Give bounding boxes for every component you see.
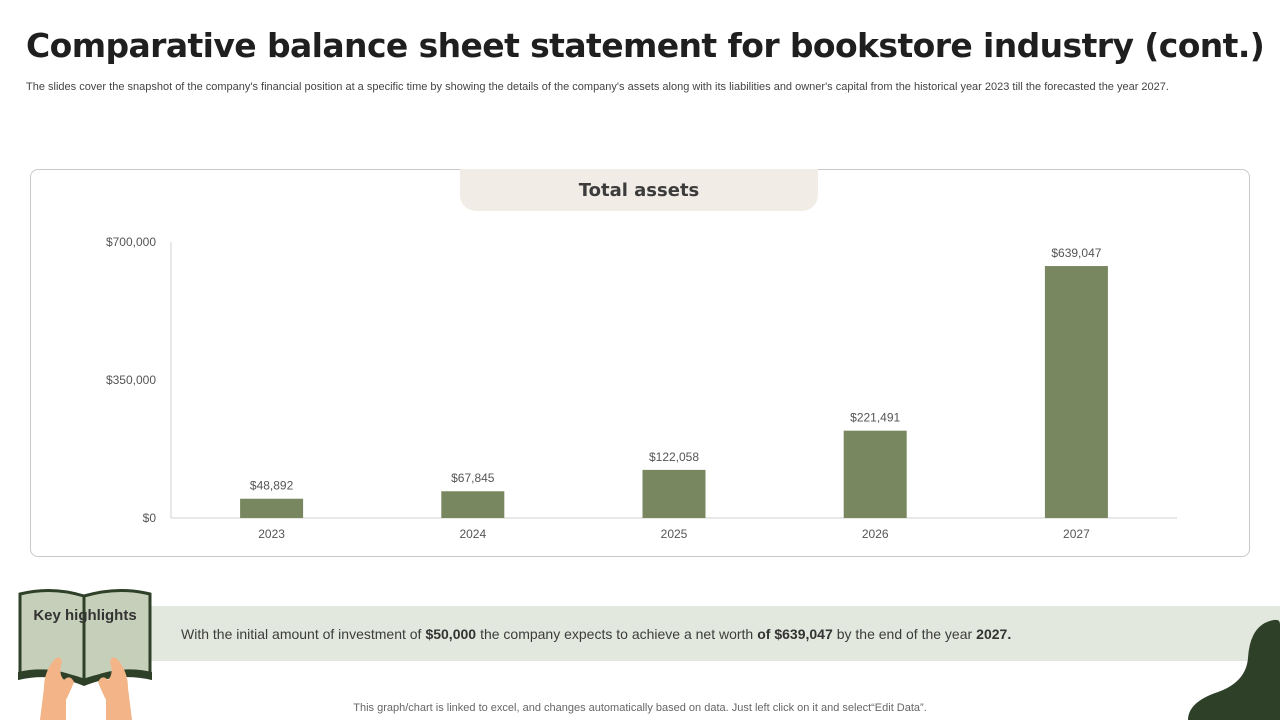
bar-2024[interactable] xyxy=(441,491,505,518)
page-title: Comparative balance sheet statement for … xyxy=(26,26,1265,65)
footer-note: This graph/chart is linked to excel, and… xyxy=(353,702,927,714)
data-label: $221,491 xyxy=(850,411,900,425)
y-tick-label: $0 xyxy=(143,511,157,525)
bar-2026[interactable] xyxy=(843,430,907,518)
y-tick-label: $350,000 xyxy=(106,373,156,387)
highlight-text-3: by the end of the year xyxy=(836,625,973,642)
key-highlights-label: Key highlights xyxy=(33,607,137,624)
page-subtitle: The slides cover the snapshot of the com… xyxy=(26,81,1169,93)
data-label: $122,058 xyxy=(649,450,699,464)
highlight-year: 2027. xyxy=(976,625,1012,642)
bar-2023[interactable] xyxy=(240,498,304,518)
data-label: $67,845 xyxy=(451,471,495,485)
highlight-band xyxy=(150,606,1280,661)
bar-2025[interactable] xyxy=(642,469,706,518)
data-label: $639,047 xyxy=(1051,246,1101,260)
x-tick-label: 2024 xyxy=(459,527,486,541)
key-highlight-text: With the initial amount of investment of… xyxy=(181,606,1015,661)
x-tick-label: 2023 xyxy=(258,527,285,541)
data-label: $48,892 xyxy=(250,479,294,493)
highlight-text-1: With the initial amount of investment of xyxy=(181,625,422,642)
highlight-text-2: the company expects to achieve a net wor… xyxy=(480,625,754,642)
x-tick-label: 2026 xyxy=(862,527,889,541)
x-tick-label: 2025 xyxy=(661,527,688,541)
x-tick-label: 2027 xyxy=(1063,527,1090,541)
highlight-amount-networth: of $639,047 xyxy=(757,625,833,642)
bar-2027[interactable] xyxy=(1044,266,1108,518)
book-hands-illustration xyxy=(14,588,158,720)
chart-title: Total assets xyxy=(460,169,818,211)
decorative-leaf-shape xyxy=(1188,619,1280,720)
y-tick-label: $700,000 xyxy=(106,235,156,249)
highlight-amount-investment: $50,000 xyxy=(425,625,477,642)
